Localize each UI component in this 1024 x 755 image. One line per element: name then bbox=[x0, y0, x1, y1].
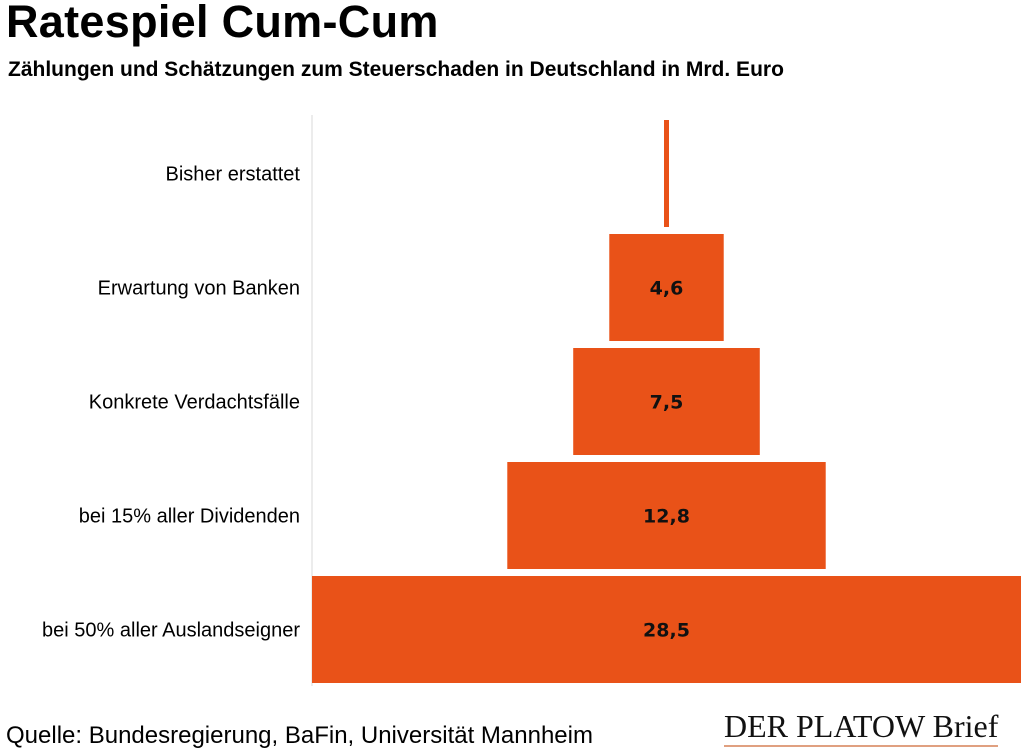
funnel-bar bbox=[312, 576, 1021, 683]
chart-title: Ratespiel Cum-Cum bbox=[6, 0, 439, 47]
category-label: bei 50% aller Auslandseigner bbox=[42, 620, 300, 642]
source-note: Quelle: Bundesregierung, BaFin, Universi… bbox=[6, 722, 593, 749]
chart-subtitle: Zählungen und Schätzungen zum Steuerscha… bbox=[8, 58, 784, 81]
funnel-bar bbox=[573, 348, 760, 455]
data-label: 7,5 bbox=[650, 392, 684, 414]
category-label: Konkrete Verdachtsfälle bbox=[89, 392, 300, 414]
category-label: Erwartung von Banken bbox=[98, 278, 300, 300]
funnel-bar bbox=[609, 234, 724, 341]
data-label: 4,6 bbox=[650, 278, 684, 300]
category-label: bei 15% aller Dividenden bbox=[79, 506, 300, 528]
funnel-chart: Bisher erstattet Erwartung von Banken 4,6 K… bbox=[42, 115, 1021, 686]
category-label: Bisher erstattet bbox=[165, 164, 300, 186]
funnel-bar bbox=[507, 462, 826, 569]
data-label: 28,5 bbox=[643, 620, 690, 642]
data-label: 12,8 bbox=[643, 506, 690, 528]
platow-logo: DER PLATOW Brief bbox=[724, 707, 999, 747]
funnel-bar bbox=[664, 120, 669, 227]
